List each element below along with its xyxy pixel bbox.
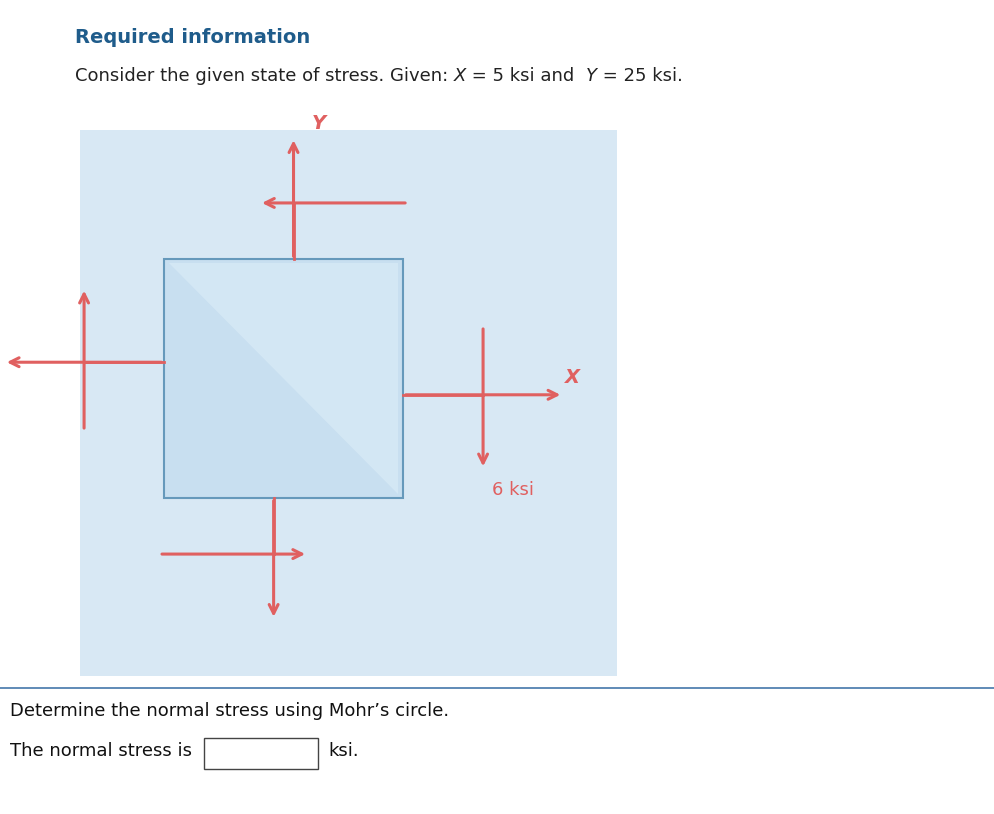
Text: 6 ksi: 6 ksi <box>492 481 534 499</box>
Text: The normal stress is: The normal stress is <box>10 742 192 760</box>
Text: = 5 ksi and: = 5 ksi and <box>465 67 585 85</box>
Polygon shape <box>169 263 398 494</box>
Text: Consider the given state of stress. Given:: Consider the given state of stress. Give… <box>75 67 453 85</box>
Text: Determine the normal stress using Mohr’s circle.: Determine the normal stress using Mohr’s… <box>10 702 448 720</box>
Text: Y: Y <box>585 67 596 85</box>
Bar <box>204 738 318 769</box>
Text: X: X <box>453 67 465 85</box>
Text: Required information: Required information <box>75 28 309 47</box>
Bar <box>80 130 616 676</box>
Text: X: X <box>565 368 580 387</box>
Bar <box>164 259 403 498</box>
Text: = 25 ksi.: = 25 ksi. <box>596 67 682 85</box>
Text: Y: Y <box>311 114 325 133</box>
Text: ksi.: ksi. <box>328 742 359 760</box>
